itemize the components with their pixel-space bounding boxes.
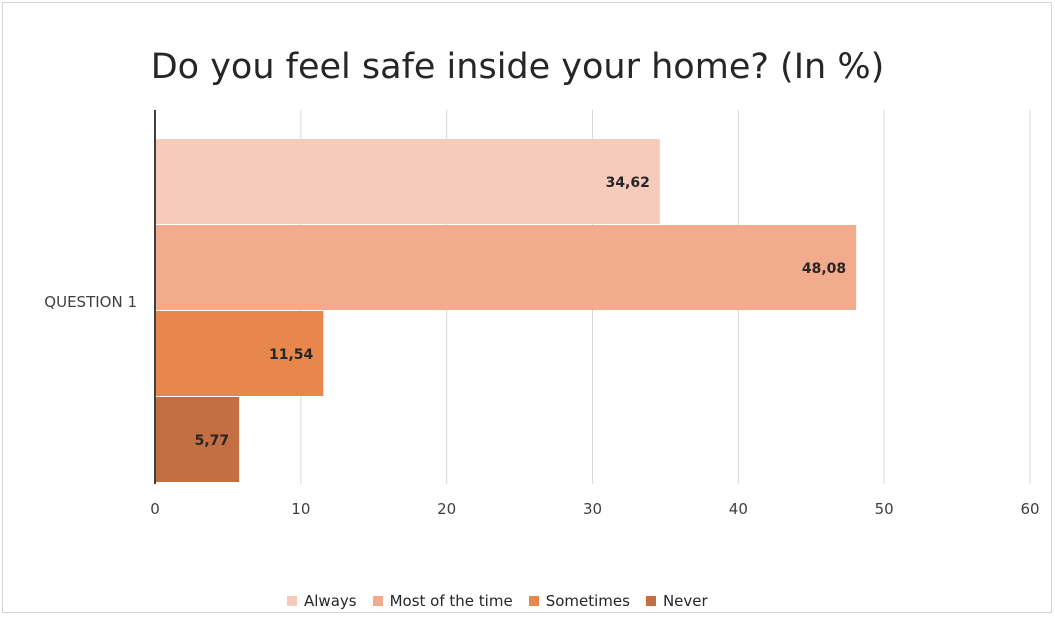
bar-most-of-the-time <box>155 225 857 310</box>
legend-item-sometimes: Sometimes <box>528 592 630 610</box>
data-label: 48,08 <box>802 261 846 277</box>
legend-label: Sometimes <box>545 592 630 610</box>
category-label: QUESTION 1 <box>44 293 137 311</box>
x-tick-label: 30 <box>583 500 602 518</box>
legend-swatch <box>287 596 297 606</box>
data-label: 11,54 <box>269 347 314 363</box>
x-tick-label: 50 <box>875 500 894 518</box>
legend-label: Always <box>304 592 357 610</box>
x-tick-label: 10 <box>291 500 310 518</box>
bar-never <box>155 397 240 482</box>
legend-swatch <box>372 596 383 606</box>
legend-item-most-of-the-time: Most of the time <box>372 592 513 610</box>
x-tick-label: 40 <box>729 500 748 518</box>
bar-sometimes <box>155 311 324 396</box>
x-tick-label: 0 <box>150 500 160 518</box>
legend-label: Never <box>662 592 708 610</box>
legend-swatch <box>528 596 539 606</box>
bar-always <box>155 139 660 224</box>
chart-legend: Always Most of the time Sometimes Never <box>287 584 724 618</box>
data-label: 5,77 <box>195 433 230 449</box>
data-label: 34,62 <box>606 175 650 191</box>
legend-swatch <box>645 596 656 606</box>
legend-label: Most of the time <box>389 592 513 610</box>
x-tick-label: 60 <box>1020 500 1039 518</box>
chart-title: Do you feel safe inside your home? (In %… <box>150 47 885 87</box>
legend-item-always: Always <box>287 592 357 610</box>
legend-item-never: Never <box>645 592 708 610</box>
x-tick-label: 20 <box>437 500 456 518</box>
